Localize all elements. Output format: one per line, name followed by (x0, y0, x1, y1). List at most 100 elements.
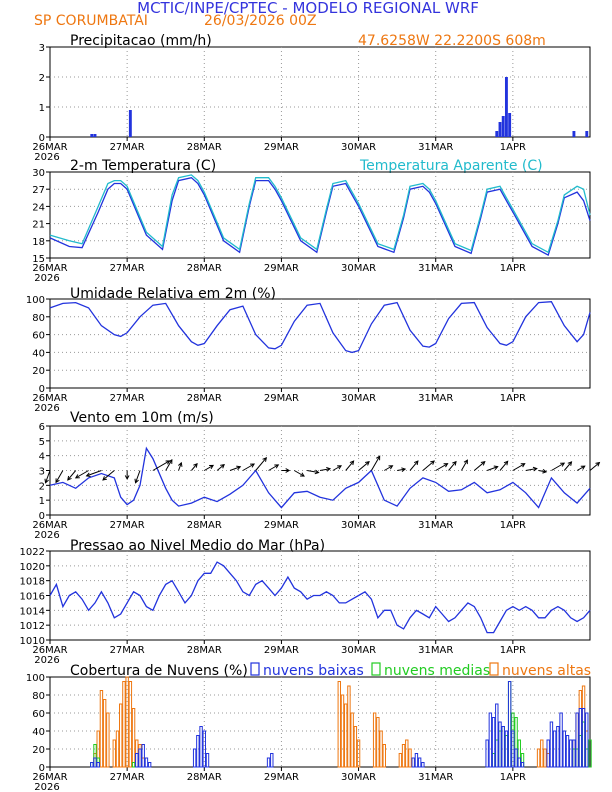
precip-xtick-label: 30MAR (341, 142, 376, 153)
mslp-ytick-label: 1018 (20, 577, 45, 588)
cloud-bar (376, 717, 380, 768)
cloud-bar (192, 748, 197, 768)
wind-arrow-head (567, 461, 573, 466)
precip-ytick-label: 2 (39, 73, 45, 84)
cloud-bar (141, 744, 145, 768)
wind-arrow (409, 460, 419, 471)
mslp-ytick-label: 1016 (20, 592, 45, 603)
wind-xtick-label: 26MAR (32, 520, 67, 531)
cloud-bar (347, 685, 351, 768)
wind-xtick-label: 27MAR (110, 520, 145, 531)
clouds-xtick-label: 28MAR (187, 772, 222, 783)
cloud-bar (549, 721, 554, 768)
cloud-bar (543, 748, 547, 768)
wind-arrow (307, 470, 319, 474)
wind-arrow-head (493, 465, 499, 470)
legend-low-clouds-swatch (250, 662, 260, 676)
cloud-bar (199, 726, 203, 768)
cloud-bar (205, 753, 210, 768)
legend-high-clouds-swatch (489, 662, 499, 676)
precip-bar (572, 131, 576, 137)
cloud-bar (405, 739, 409, 768)
temperature-panel: 2-m Temperatura (C) Temperatura Aparente… (32, 158, 591, 284)
wind-ytick-label: 3 (39, 467, 45, 478)
wind-arrow (152, 460, 170, 471)
temp-xtick-label: 30MAR (341, 263, 376, 274)
wind-arrow-head (67, 475, 72, 481)
cloud-bar (112, 739, 116, 768)
rh-ytick-label: 20 (32, 366, 45, 377)
pressure-panel: Pressao ao Nivel Medio do Mar (hPa) 26MA… (20, 538, 591, 666)
wind-panel: Vento em 10m (m/s) 26MAR 27MAR 28MAR 29MAR 3… (32, 410, 601, 541)
wind-arrow (319, 468, 331, 471)
wind-xtick-label: 1APR (500, 520, 526, 531)
clouds-ytick-label: 100 (26, 673, 45, 684)
mslp-xtick-label: 29MAR (264, 645, 299, 656)
clouds-xtick-label: 31MAR (418, 772, 453, 783)
clouds-ytick-label: 80 (32, 691, 45, 702)
wind-xtick-label: 28MAR (187, 520, 222, 531)
rh-xtick-label: 31MAR (418, 393, 453, 404)
precip-frame (49, 46, 591, 138)
legend-high-clouds: nuvens altas (502, 663, 591, 679)
rh-ytick-label: 0 (39, 384, 45, 395)
cloud-bar (562, 730, 566, 768)
cloud-bar (501, 726, 505, 768)
precip-xtick-label: 27MAR (110, 142, 145, 153)
rh-xtick-label: 30MAR (341, 393, 376, 404)
wind-arrow (358, 461, 370, 471)
cloud-bar (147, 762, 152, 768)
wind-arrow-head (443, 463, 449, 468)
cloud-bar (488, 712, 493, 768)
temp-year-label: 2026 (34, 273, 59, 284)
temp-series-line (49, 174, 591, 254)
wind-arrow-head (262, 457, 267, 462)
temp-ytick-label: 21 (32, 220, 45, 231)
wind-arrow-head (337, 465, 342, 470)
cloud-bar (379, 730, 383, 768)
cloud-bar (99, 690, 104, 768)
temp-xtick-label: 1APR (500, 263, 526, 274)
wind-arrow (191, 463, 198, 471)
rh-year-label: 2026 (34, 403, 59, 414)
cloud-bar (128, 681, 133, 768)
cloud-bar (119, 703, 123, 768)
cloud-bar (353, 726, 358, 768)
temp-ytick-label: 18 (32, 237, 45, 248)
cloud-bar (270, 753, 274, 768)
clouds-frame (49, 676, 591, 768)
cloud-bar (578, 708, 583, 768)
precip-bar (504, 77, 508, 137)
wind-arrow (486, 466, 498, 471)
wind-arrow (397, 468, 406, 471)
apparent-temperature-legend: Temperatura Aparente (C) (359, 158, 543, 174)
wind-arrow-head (580, 465, 586, 470)
legend-mid-clouds: nuvens medias (384, 663, 490, 679)
wind-xtick-label: 29MAR (264, 520, 299, 531)
cloud-bar (344, 703, 348, 768)
wind-xtick-label: 30MAR (341, 520, 376, 531)
wind-arrow-head (401, 467, 407, 472)
cloud-bar (138, 748, 142, 768)
rh-series-line (49, 301, 591, 354)
wind-arrow-head (178, 461, 183, 467)
wind-arrow (67, 470, 77, 481)
cloud-bar (536, 748, 541, 768)
wind-arrow (370, 455, 381, 471)
wind-arrow (165, 459, 173, 471)
cloud-bar (552, 730, 557, 768)
precip-ytick-label: 0 (39, 133, 45, 144)
cloud-bar (398, 753, 403, 768)
wind-arrow-head (480, 461, 486, 466)
wind-arrow (216, 464, 225, 471)
cloud-bar (131, 762, 136, 768)
wind-arrow-head (274, 464, 280, 469)
wind-arrow-head (520, 463, 526, 468)
wind-arrow (75, 470, 89, 479)
precip-bar (90, 134, 94, 137)
temp-xtick-label: 26MAR (32, 263, 67, 274)
cloud-bar (131, 708, 136, 768)
cloud-bar (514, 748, 518, 768)
wind-ytick-label: 0 (39, 511, 45, 522)
